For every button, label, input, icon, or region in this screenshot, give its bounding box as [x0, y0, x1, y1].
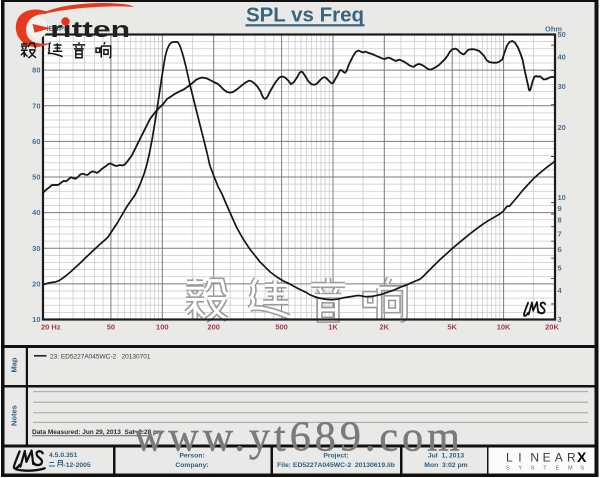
svg-text:7: 7 [558, 229, 562, 238]
svg-text:N: N [530, 451, 539, 465]
svg-text:9: 9 [558, 204, 562, 213]
svg-text:S: S [531, 466, 535, 472]
svg-text:50: 50 [32, 173, 40, 182]
svg-text:R: R [567, 451, 576, 465]
svg-text:T: T [543, 466, 547, 472]
svg-text:200: 200 [207, 323, 220, 332]
svg-text:I: I [518, 451, 521, 465]
svg-text:100: 100 [156, 323, 169, 332]
svg-text:Company:: Company: [175, 462, 208, 469]
svg-text:Map: Map [10, 357, 19, 372]
svg-text:50: 50 [107, 323, 115, 332]
svg-text:Jul 1, 2013: Jul 1, 2013 [428, 453, 464, 460]
svg-text:dBSPL: dBSPL [44, 24, 69, 33]
svg-text:Ohm: Ohm [545, 25, 562, 34]
svg-text:E: E [556, 466, 560, 472]
svg-text:E: E [543, 451, 551, 465]
svg-text:www.yt689.com: www.yt689.com [134, 415, 464, 461]
svg-text:30: 30 [32, 244, 40, 253]
svg-text:X: X [577, 449, 587, 465]
svg-text:M: M [568, 466, 573, 472]
svg-text:Project:: Project: [323, 453, 348, 460]
svg-text:2K: 2K [380, 323, 390, 332]
svg-text:20: 20 [32, 280, 40, 289]
svg-text:SPL vs Freq: SPL vs Freq [246, 4, 364, 27]
svg-text:80: 80 [32, 66, 40, 75]
svg-text:1K: 1K [328, 323, 338, 332]
svg-text:S: S [506, 466, 510, 472]
svg-text:Data Measured: Jun 29, 2013 S: Data Measured: Jun 29, 2013 Sat 2:28 pm [32, 429, 163, 436]
svg-text:Mon 3:02 pm: Mon 3:02 pm [424, 462, 467, 469]
svg-text:20 Hz: 20 Hz [41, 323, 61, 332]
svg-text:40: 40 [558, 53, 566, 62]
svg-text:70: 70 [32, 101, 40, 110]
svg-text:10K: 10K [497, 323, 511, 332]
svg-text:40: 40 [32, 208, 40, 217]
svg-text:20: 20 [558, 123, 566, 132]
svg-text:6: 6 [558, 245, 562, 254]
svg-text:-12-2005: -12-2005 [64, 462, 91, 469]
svg-text:50: 50 [558, 30, 566, 39]
svg-text:5: 5 [558, 263, 562, 272]
svg-text:3: 3 [558, 315, 562, 324]
svg-text:S: S [580, 466, 584, 472]
svg-text:File: ED5227A045WC-2 20130619: File: ED5227A045WC-2 20130619.lib [277, 462, 395, 469]
svg-text:30: 30 [558, 82, 566, 91]
svg-text:8: 8 [558, 216, 562, 225]
svg-text:20K: 20K [545, 323, 559, 332]
svg-text:L: L [506, 451, 513, 465]
svg-text:Notes: Notes [10, 405, 19, 426]
svg-text:500: 500 [275, 323, 288, 332]
svg-text:4: 4 [558, 286, 563, 295]
svg-text:60: 60 [32, 137, 40, 146]
svg-text:A: A [555, 451, 563, 465]
svg-text:Y: Y [518, 466, 522, 472]
svg-text:5K: 5K [447, 323, 457, 332]
svg-text:10: 10 [558, 193, 566, 202]
svg-text:23: ED5227A045WC-2 20130701: 23: ED5227A045WC-2 20130701 [50, 353, 151, 360]
svg-text:Person:: Person: [179, 453, 204, 460]
svg-text:10: 10 [32, 315, 40, 324]
svg-text:4.5.0.351: 4.5.0.351 [49, 452, 78, 459]
